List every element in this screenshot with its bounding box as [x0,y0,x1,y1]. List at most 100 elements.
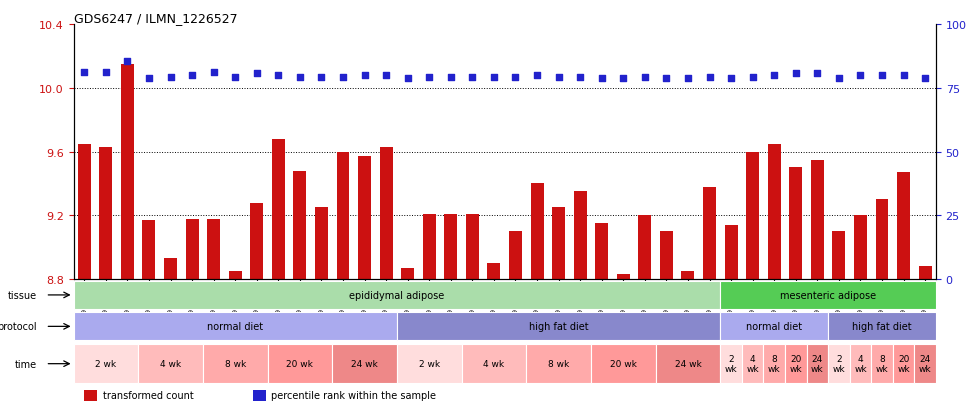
Bar [810,160,824,280]
Bar [332,344,397,383]
Bar [444,214,458,280]
Point [572,74,588,81]
Point [615,76,631,82]
Bar [74,281,720,309]
Point [465,74,480,81]
Bar [746,152,760,280]
Point [551,74,566,81]
Bar [487,263,501,280]
Bar [918,267,932,280]
Point [680,76,696,82]
Bar [228,272,242,280]
Bar [207,219,220,280]
Bar [422,214,436,280]
Bar [526,344,591,383]
Bar [271,140,285,280]
Text: 24
wk: 24 wk [811,354,823,373]
Bar [185,219,199,280]
Point [443,74,459,81]
Bar [828,344,850,383]
Text: tissue: tissue [8,290,37,300]
Point [745,74,760,81]
Point [917,76,933,82]
Point [809,71,825,78]
Bar [828,313,936,341]
Bar [703,187,716,280]
Point [378,72,394,79]
Bar [893,344,914,383]
Bar [785,344,807,383]
Text: 2
wk: 2 wk [833,354,845,373]
Text: epididymal adipose: epididymal adipose [349,290,445,300]
Bar [336,152,350,280]
Text: 8 wk: 8 wk [224,359,246,368]
Bar [84,390,97,401]
Text: 4
wk: 4 wk [747,354,759,373]
Text: 20 wk: 20 wk [610,359,637,368]
Point [98,69,114,76]
Text: percentile rank within the sample: percentile rank within the sample [271,390,436,400]
Bar [616,275,630,280]
Point [270,72,286,79]
Point [141,76,157,82]
Point [76,69,92,76]
Point [508,74,523,81]
Text: high fat diet: high fat diet [529,322,588,332]
Text: 4 wk: 4 wk [160,359,181,368]
Bar [897,173,910,280]
Text: transformed count: transformed count [103,390,193,400]
Bar [397,344,462,383]
Text: 2 wk: 2 wk [418,359,440,368]
Text: 20 wk: 20 wk [286,359,314,368]
Point [874,72,890,79]
Bar [724,225,738,280]
Bar [77,144,91,280]
Point [766,72,782,79]
Bar [573,192,587,280]
Point [529,72,545,79]
Bar [763,344,785,383]
Bar [397,313,720,341]
Bar [681,272,695,280]
Bar [121,64,134,280]
Point [659,76,674,82]
Point [357,72,372,79]
Text: GDS6247 / ILMN_1226527: GDS6247 / ILMN_1226527 [74,12,237,25]
Text: 8 wk: 8 wk [548,359,569,368]
Point [486,74,502,81]
Point [400,76,416,82]
Text: normal diet: normal diet [746,322,803,332]
Bar [401,268,415,280]
Bar [530,184,544,280]
Bar [250,203,264,280]
Point [184,72,200,79]
Bar [268,344,332,383]
Point [335,74,351,81]
Text: 4
wk: 4 wk [855,354,866,373]
Bar [789,168,803,280]
Bar [720,281,936,309]
Bar [914,344,936,383]
Point [249,71,265,78]
Bar [552,208,565,280]
Bar [591,344,656,383]
Text: normal diet: normal diet [207,322,264,332]
Bar [293,171,307,280]
Bar [509,232,522,280]
Bar [595,224,609,280]
Text: 8
wk: 8 wk [768,354,780,373]
Text: protocol: protocol [0,322,37,332]
Text: 2 wk: 2 wk [95,359,117,368]
Point [831,76,847,82]
Text: 4 wk: 4 wk [483,359,505,368]
Point [702,74,717,81]
Point [637,74,653,81]
Point [421,74,437,81]
Text: mesenteric adipose: mesenteric adipose [780,290,876,300]
Bar [638,216,652,280]
Bar [138,344,203,383]
Bar [99,147,113,280]
Bar [832,232,846,280]
Point [163,74,178,81]
Point [896,72,911,79]
